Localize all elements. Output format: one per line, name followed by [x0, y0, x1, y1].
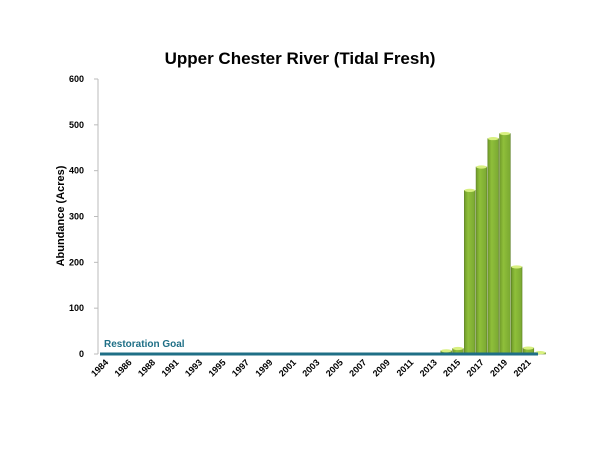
bar-2018	[487, 138, 499, 355]
x-tick-label: 2021	[512, 357, 533, 378]
y-tick-label: 200	[69, 257, 84, 267]
restoration-goal-label: Restoration Goal	[104, 339, 185, 350]
bar-top-2016	[464, 188, 476, 192]
x-tick-label: 2009	[371, 357, 392, 378]
x-tick-label: 2003	[300, 357, 321, 378]
x-tick-label: 2017	[465, 357, 486, 378]
bar-2020	[510, 266, 523, 355]
bar-top-2020	[511, 265, 523, 269]
x-tick-label: 1988	[136, 357, 157, 378]
bar-2019	[499, 133, 511, 355]
x-tick-label: 2015	[441, 357, 462, 378]
y-tick-label: 600	[69, 74, 84, 84]
bar-2017	[475, 166, 488, 355]
x-tick-label: 1991	[159, 357, 180, 378]
x-tick-label: 2005	[324, 357, 345, 378]
y-tick-label: 0	[79, 349, 84, 359]
bar-top-2018	[487, 136, 499, 141]
x-tick-label: 2007	[347, 357, 368, 378]
x-tick-label: 2011	[395, 357, 416, 378]
bar-top-2014	[440, 349, 452, 353]
bar-2016	[464, 190, 476, 355]
bar-top-2019	[499, 131, 511, 136]
x-tick-label: 1984	[89, 357, 110, 378]
bar-top-2017	[476, 165, 487, 169]
bar-top-2021	[523, 346, 534, 350]
x-tick-label: 1997	[230, 357, 251, 378]
chart-title: Upper Chester River (Tidal Fresh)	[165, 49, 436, 68]
y-tick-label: 500	[69, 120, 84, 130]
x-tick-label: 1993	[183, 357, 204, 378]
y-tick-label: 100	[69, 303, 84, 313]
y-axis-label: Abundance (Acres)	[55, 165, 67, 266]
x-tick-label: 1986	[113, 357, 134, 378]
y-tick-label: 300	[69, 212, 84, 222]
x-tick-label: 1999	[253, 357, 274, 378]
x-tick-label: 2013	[418, 357, 439, 378]
x-tick-label: 1995	[206, 357, 227, 378]
x-tick-label: 2019	[488, 357, 509, 378]
bar-top-2015	[452, 346, 464, 351]
x-tick-label: 2001	[277, 357, 298, 378]
y-tick-label: 400	[69, 166, 84, 176]
